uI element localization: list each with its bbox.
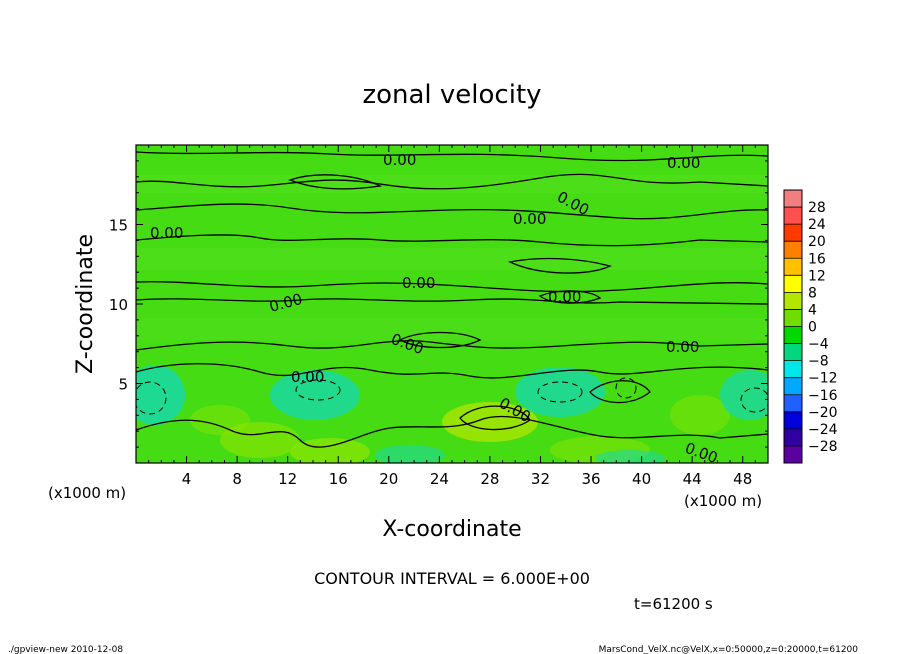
y-tick-label: 5	[118, 376, 128, 394]
field-band	[136, 318, 768, 340]
colorbar-swatch	[784, 411, 802, 430]
colorbar-label: 8	[808, 285, 817, 301]
colorbar-label: −12	[808, 371, 838, 387]
colorbar-label: 28	[808, 200, 826, 216]
colorbar-swatch	[784, 377, 802, 396]
x-tick-label: 44	[683, 470, 702, 488]
colorbar-label: 24	[808, 217, 826, 233]
colorbar-label: −28	[808, 439, 838, 455]
contour-label: 0.00	[291, 368, 324, 386]
x-tick-label: 4	[182, 470, 192, 488]
x-tick-label: 8	[232, 470, 242, 488]
chart-title: zonal velocity	[362, 80, 541, 110]
colorbar-swatch	[784, 326, 802, 345]
contour-lines-negative	[136, 377, 768, 415]
colorbar-label: −24	[808, 422, 838, 438]
colorbar-label: 12	[808, 268, 826, 284]
x-axis: 4 8 12 16 20 24 28 32 36 40 44 48	[148, 145, 756, 488]
x-tick-label: 40	[632, 470, 651, 488]
x-tick-label: 16	[329, 470, 348, 488]
x-axis-unit-left: (x1000 m)	[48, 484, 126, 502]
field-patch	[670, 395, 730, 435]
field-patch	[136, 365, 185, 425]
colorbar-label: −16	[808, 388, 838, 404]
colorbar-swatch	[784, 394, 802, 413]
y-axis-label: Z-coordinate	[73, 234, 98, 374]
colorbar-label: 16	[808, 251, 826, 267]
contour-interval-text: CONTOUR INTERVAL = 6.000E+00	[314, 569, 590, 588]
contour-label: 0.00	[548, 288, 581, 306]
y-tick-label: 10	[109, 296, 128, 314]
colorbar-swatch	[784, 445, 802, 464]
colorbar-swatch	[784, 207, 802, 225]
contour-label: 0.00	[402, 274, 435, 292]
field-patch	[190, 405, 250, 435]
contour-label: 0.00	[513, 210, 546, 228]
footer-left: ./gpview-new 2010-12-08	[8, 645, 123, 654]
colorbar-swatch	[784, 224, 802, 242]
x-axis-unit-right: (x1000 m)	[684, 492, 762, 510]
field-band	[136, 248, 768, 270]
colorbar-label: −8	[808, 354, 829, 370]
colorbar-swatch	[784, 275, 802, 293]
field-patch	[595, 450, 665, 463]
colorbar-swatch	[784, 343, 802, 362]
x-tick-label: 28	[480, 470, 499, 488]
x-tick-label: 24	[430, 470, 449, 488]
contour-label: 0.00	[383, 151, 416, 169]
field-patch	[220, 422, 300, 458]
colorbar-label: 0	[808, 320, 817, 336]
colorbar-swatch	[784, 428, 802, 447]
contour-label: 0.00	[150, 224, 183, 242]
colorbar-label: −20	[808, 405, 838, 421]
x-tick-label: 12	[278, 470, 297, 488]
x-tick-label: 32	[531, 470, 550, 488]
colorbar-swatch	[784, 292, 802, 310]
colorbar-label: 20	[808, 234, 826, 250]
field-patch	[290, 438, 370, 463]
field-patch	[375, 445, 445, 463]
y-axis: 5 10 15	[109, 160, 768, 448]
contour-label: 0.00	[667, 154, 700, 172]
footer-right: MarsCond_VelX.nc@VelX,x=0:50000,z=0:2000…	[599, 645, 859, 654]
colorbar-swatch	[784, 258, 802, 276]
x-tick-label: 20	[379, 470, 398, 488]
colorbar-swatch	[784, 241, 802, 259]
colorbar-label: −4	[808, 337, 829, 353]
y-tick-label: 15	[109, 217, 128, 235]
field-patch	[515, 367, 605, 417]
contour-label: 0.00	[666, 338, 699, 356]
field-patch	[720, 370, 768, 420]
field-patch	[270, 370, 360, 420]
x-axis-label: X-coordinate	[382, 517, 521, 542]
plot-area	[136, 145, 768, 463]
x-tick-label: 48	[733, 470, 752, 488]
time-text: t=61200 s	[634, 595, 713, 613]
colorbar-swatch	[784, 309, 802, 327]
x-tick-label: 36	[581, 470, 600, 488]
field-patch	[442, 402, 538, 442]
field-band	[136, 175, 768, 193]
contour-labels: 0.00 0.000.000.000.000.000.000.000.00 0.00…	[150, 151, 720, 467]
colorbar-swatch	[784, 190, 802, 208]
colorbar-swatch	[784, 360, 802, 379]
colorbar-label: 4	[808, 302, 817, 318]
contour-lines	[136, 151, 768, 448]
